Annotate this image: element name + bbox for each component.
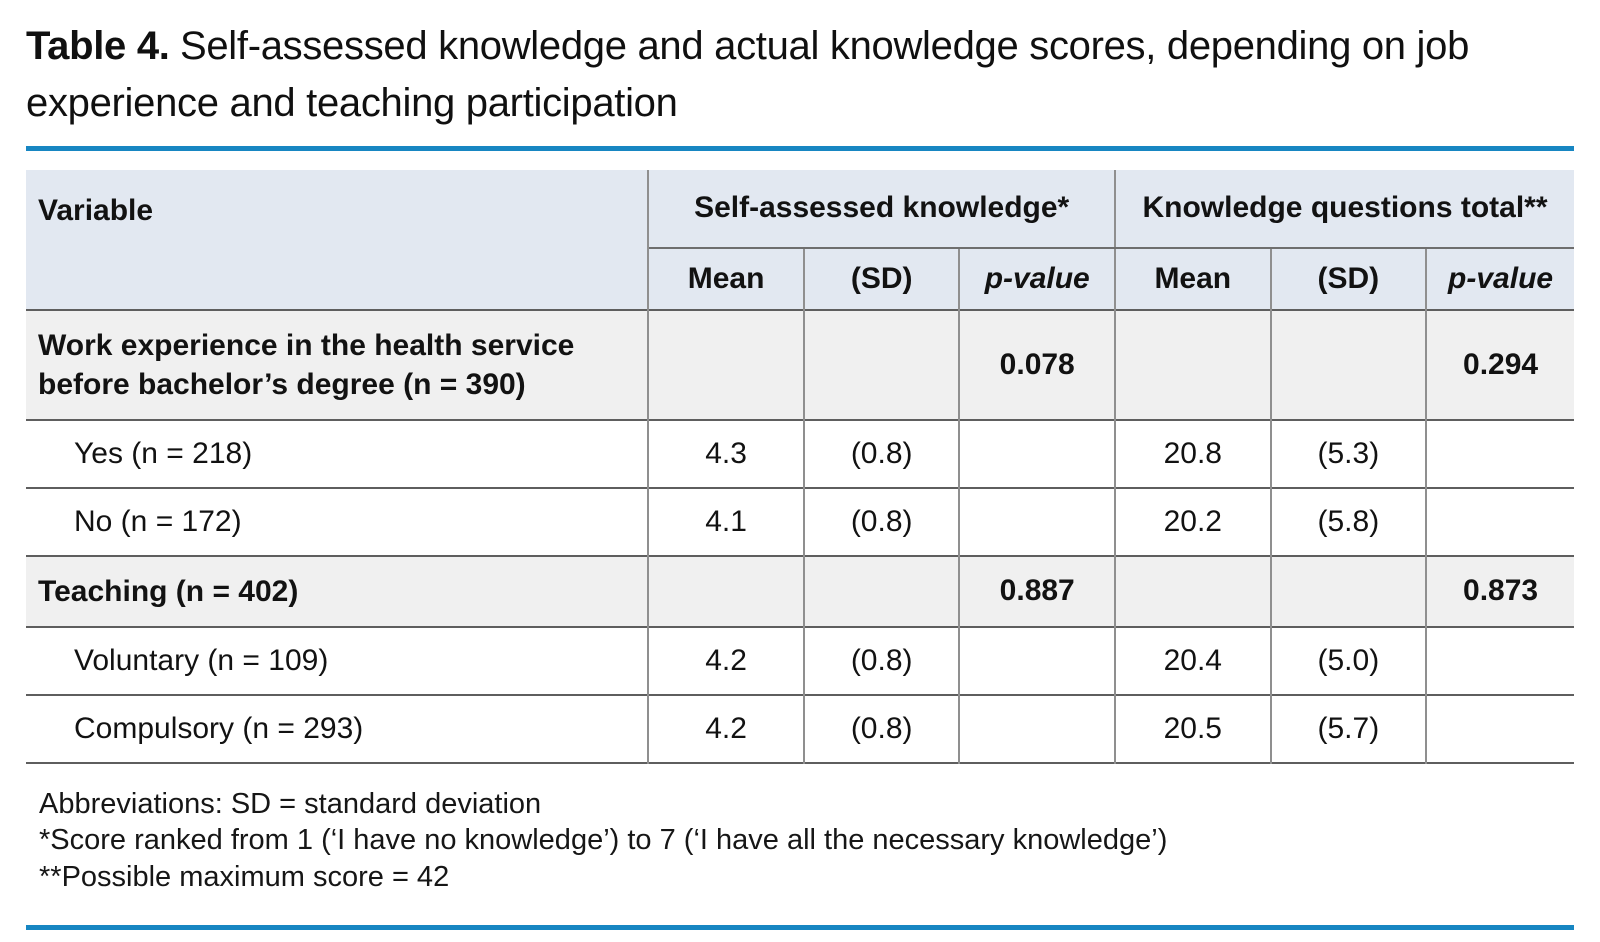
cell-sd-1: [802, 555, 960, 627]
top-rule: [26, 145, 1574, 151]
cell-sd-1: (0.8): [802, 626, 960, 695]
bottom-rule: [26, 925, 1574, 931]
cell-sd-1: (0.8): [802, 694, 960, 763]
cell-mean-1: 4.2: [647, 694, 804, 763]
cell-pvalue-1: [958, 487, 1115, 556]
header-sd-1: (SD): [802, 247, 960, 310]
table-caption: Table 4. Self-assessed knowledge and actu…: [26, 18, 1506, 132]
header-sub-row: Mean (SD) p-value Mean (SD) p-value: [26, 247, 1574, 310]
cell-sd-1: [802, 309, 960, 420]
table-row-no: No (n = 172) 4.1 (0.8) 20.2 (5.8): [26, 487, 1574, 556]
cell-pvalue-2: [1425, 694, 1574, 763]
row-label: Voluntary (n = 109): [74, 643, 329, 677]
cell-pvalue-2: [1425, 626, 1574, 695]
table-row-yes: Yes (n = 218) 4.3 (0.8) 20.8 (5.3): [26, 419, 1574, 488]
cell-mean-2: 20.5: [1114, 694, 1271, 763]
cell-mean-2: 20.2: [1114, 487, 1271, 556]
cell-mean-1: [647, 555, 804, 627]
cell-mean-2: 20.4: [1114, 626, 1271, 695]
cell-sd-1: (0.8): [802, 487, 960, 556]
cell-pvalue-1: [958, 419, 1115, 488]
row-label: Work experience in the health service be…: [26, 309, 649, 420]
row-label: No (n = 172): [74, 504, 242, 538]
cell-mean-2: 20.8: [1114, 419, 1271, 488]
cell-pvalue-1: 0.078: [958, 309, 1115, 420]
cell-mean-1: 4.1: [647, 487, 804, 556]
cell-sd-2: [1269, 309, 1427, 420]
table-row-work-experience: Work experience in the health service be…: [26, 309, 1574, 420]
cell-sd-2: (5.3): [1269, 419, 1427, 488]
table-row-teaching: Teaching (n = 402) 0.887 0.873: [26, 555, 1574, 627]
note-abbreviations: Abbreviations: SD = standard deviation: [39, 787, 542, 820]
cell-pvalue-2: 0.294: [1425, 309, 1574, 420]
cell-sd-1: (0.8): [802, 419, 960, 488]
header-mean-2: Mean: [1114, 247, 1271, 310]
table-header: Variable Self-assessed knowledge* Knowle…: [26, 169, 1574, 310]
cell-sd-2: (5.7): [1269, 694, 1427, 763]
header-mean-1: Mean: [647, 247, 804, 310]
header-group-self-assessed: Self-assessed knowledge*: [647, 169, 1115, 249]
table-body: Work experience in the health service be…: [26, 309, 1574, 763]
table-notes: Abbreviations: SD = standard deviation *…: [26, 786, 1574, 896]
table-number: Table 4.: [26, 24, 170, 68]
header-pvalue-1: p-value: [958, 247, 1115, 310]
cell-pvalue-2: 0.873: [1425, 555, 1574, 627]
note-score-scale: *Score ranked from 1 (‘I have no knowled…: [39, 824, 1168, 857]
header-group-knowledge-total: Knowledge questions total**: [1114, 169, 1574, 249]
header-pvalue-2: p-value: [1425, 247, 1574, 310]
header-variable: Variable: [26, 169, 650, 310]
row-label: Yes (n = 218): [74, 436, 253, 470]
row-label: Compulsory (n = 293): [74, 711, 364, 745]
note-max-score: **Possible maximum score = 42: [39, 860, 450, 893]
data-table: Variable Self-assessed knowledge* Knowle…: [26, 169, 1574, 764]
cell-pvalue-1: [958, 694, 1115, 763]
cell-pvalue-2: [1425, 487, 1574, 556]
cell-pvalue-1: [958, 626, 1115, 695]
table-row-compulsory: Compulsory (n = 293) 4.2 (0.8) 20.5 (5.7…: [26, 694, 1574, 763]
table-caption-text: Self-assessed knowledge and actual knowl…: [26, 24, 1470, 125]
cell-pvalue-2: [1425, 419, 1574, 488]
cell-sd-2: (5.0): [1269, 626, 1427, 695]
row-label: Teaching (n = 402): [26, 555, 649, 627]
cell-mean-1: 4.2: [647, 626, 804, 695]
header-sd-2: (SD): [1269, 247, 1427, 310]
cell-mean-1: 4.3: [647, 419, 804, 488]
cell-pvalue-1: 0.887: [958, 555, 1115, 627]
cell-mean-2: [1114, 555, 1271, 627]
cell-mean-1: [647, 309, 804, 420]
cell-mean-2: [1114, 309, 1271, 420]
header-group-row: Variable Self-assessed knowledge* Knowle…: [26, 169, 1574, 310]
table-row-voluntary: Voluntary (n = 109) 4.2 (0.8) 20.4 (5.0): [26, 626, 1574, 695]
cell-sd-2: (5.8): [1269, 487, 1427, 556]
cell-sd-2: [1269, 555, 1427, 627]
